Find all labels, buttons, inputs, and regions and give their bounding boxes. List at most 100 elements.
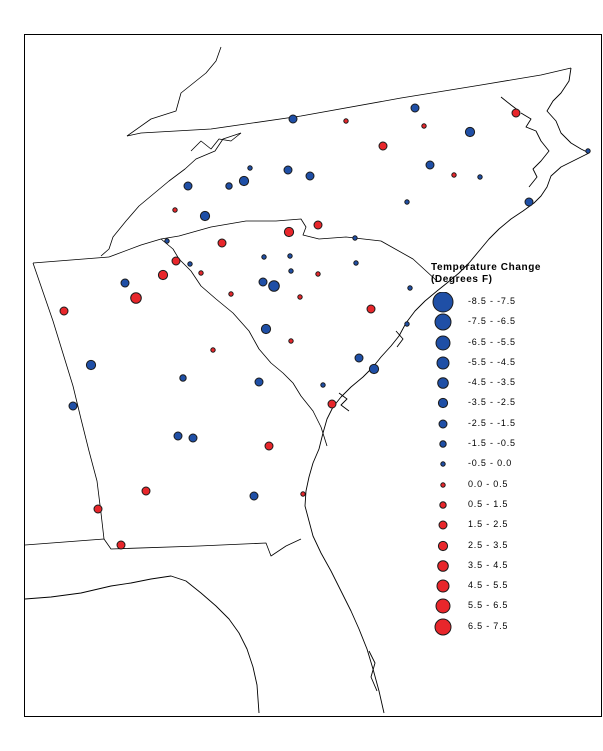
legend-circle <box>438 520 448 530</box>
station-marker-warming <box>171 256 181 266</box>
legend-circle <box>437 398 449 409</box>
legend-circle <box>437 377 449 389</box>
okefenokee-outline <box>368 650 378 692</box>
legend-label: 3.5 - 4.5 <box>468 559 509 570</box>
legend-circle <box>434 313 452 331</box>
station-marker-cooling <box>254 377 264 387</box>
legend-symbol <box>437 560 449 572</box>
station-marker-cooling <box>352 235 358 241</box>
station-marker-warming <box>327 399 337 409</box>
legend-label: -5.5 - -4.5 <box>468 356 516 367</box>
station-marker-cooling <box>477 174 483 180</box>
legend-item: 6.5 - 7.5 <box>431 617 571 637</box>
legend-symbol <box>438 419 448 429</box>
legend-label: 1.5 - 2.5 <box>468 519 509 530</box>
legend-item: 4.5 - 5.5 <box>431 576 571 596</box>
legend-item: 5.5 - 6.5 <box>431 596 571 616</box>
station-marker-cooling <box>260 323 272 335</box>
legend-label: 6.5 - 7.5 <box>468 620 509 631</box>
station-marker-warming <box>366 304 376 314</box>
station-marker-warming <box>210 347 216 353</box>
legend-title: Temperature Change (Degrees F) <box>431 262 571 286</box>
legend-item: -5.5 - -4.5 <box>431 353 571 373</box>
station-marker-cooling <box>288 268 294 274</box>
station-marker-cooling <box>320 382 326 388</box>
station-marker-cooling <box>164 238 170 244</box>
legend-symbol <box>432 292 454 313</box>
legend-item: -1.5 - -0.5 <box>431 434 571 454</box>
station-marker-warming <box>421 123 427 129</box>
legend-item: -7.5 - -6.5 <box>431 312 571 332</box>
station-marker-warming <box>59 306 69 316</box>
legend-title-line1: Temperature Change <box>431 262 542 273</box>
legend-circle <box>432 292 454 313</box>
station-marker-warming <box>93 504 103 514</box>
station-marker-cooling <box>410 103 420 113</box>
legend-circle <box>437 540 449 551</box>
station-marker-warming <box>116 540 126 550</box>
legend-symbol <box>437 377 449 389</box>
georgia-sc-border <box>160 238 328 447</box>
station-marker-cooling <box>225 182 233 190</box>
station-marker-warming <box>217 238 227 248</box>
station-marker-warming <box>283 226 295 238</box>
station-marker-warming <box>300 491 306 497</box>
station-marker-warming <box>228 291 234 297</box>
legend-item: -2.5 - -1.5 <box>431 414 571 434</box>
station-marker-warming <box>157 269 169 281</box>
tennessee-border <box>32 256 110 264</box>
legend-label: -2.5 - -1.5 <box>468 417 516 428</box>
legend-label: -0.5 - 0.0 <box>468 458 513 469</box>
legend-symbol <box>439 501 447 509</box>
coastal-inlets <box>338 96 550 412</box>
legend-symbol <box>438 520 448 530</box>
florida-georgia-border <box>25 538 302 557</box>
legend-symbol <box>437 540 449 551</box>
legend-item: 0.0 - 0.5 <box>431 475 571 495</box>
station-marker-cooling <box>238 175 250 187</box>
legend-label: -6.5 - -5.5 <box>468 336 516 347</box>
legend-label: -7.5 - -6.5 <box>468 316 516 327</box>
legend-item: -8.5 - -7.5 <box>431 292 571 313</box>
station-marker-cooling <box>199 210 211 222</box>
legend-circle <box>440 461 446 468</box>
station-marker-cooling <box>247 165 253 171</box>
station-marker-cooling <box>368 363 380 375</box>
virginia-nc-border <box>126 67 572 137</box>
station-marker-cooling <box>287 253 293 259</box>
legend-item: 1.5 - 2.5 <box>431 515 571 535</box>
legend-label: 5.5 - 6.5 <box>468 600 509 611</box>
legend-circle <box>436 356 450 370</box>
legend-symbol <box>436 356 450 370</box>
station-marker-cooling <box>85 359 97 371</box>
station-marker-cooling <box>173 431 183 441</box>
station-marker-cooling <box>183 181 193 191</box>
legend-circle <box>435 335 451 351</box>
station-marker-warming <box>172 207 178 213</box>
legend-item: -6.5 - -5.5 <box>431 333 571 353</box>
legend-label: -4.5 - -3.5 <box>468 377 516 388</box>
legend-item: -3.5 - -2.5 <box>431 393 571 413</box>
station-layer <box>59 103 591 550</box>
station-marker-warming <box>130 292 142 304</box>
legend-circle <box>439 501 447 509</box>
legend-circle <box>438 419 448 429</box>
legend-circle <box>437 560 449 572</box>
station-marker-cooling <box>261 254 267 260</box>
legend-label: -1.5 - -0.5 <box>468 438 516 449</box>
legend-symbol <box>435 598 451 614</box>
station-marker-cooling <box>585 148 591 154</box>
station-marker-warming <box>315 271 321 277</box>
station-marker-cooling <box>404 199 410 205</box>
station-marker-cooling <box>425 160 435 170</box>
legend-circle <box>439 440 447 448</box>
legend-title-line2: (Degrees F) <box>431 274 493 285</box>
station-marker-warming <box>288 338 294 344</box>
station-marker-warming <box>141 486 151 496</box>
legend-label: -8.5 - -7.5 <box>468 296 516 306</box>
legend-label: 0.5 - 1.5 <box>468 498 509 509</box>
station-marker-cooling <box>464 126 476 138</box>
tennessee-nc-border <box>100 132 242 257</box>
station-marker-cooling <box>283 165 293 175</box>
legend-circle <box>435 598 451 614</box>
